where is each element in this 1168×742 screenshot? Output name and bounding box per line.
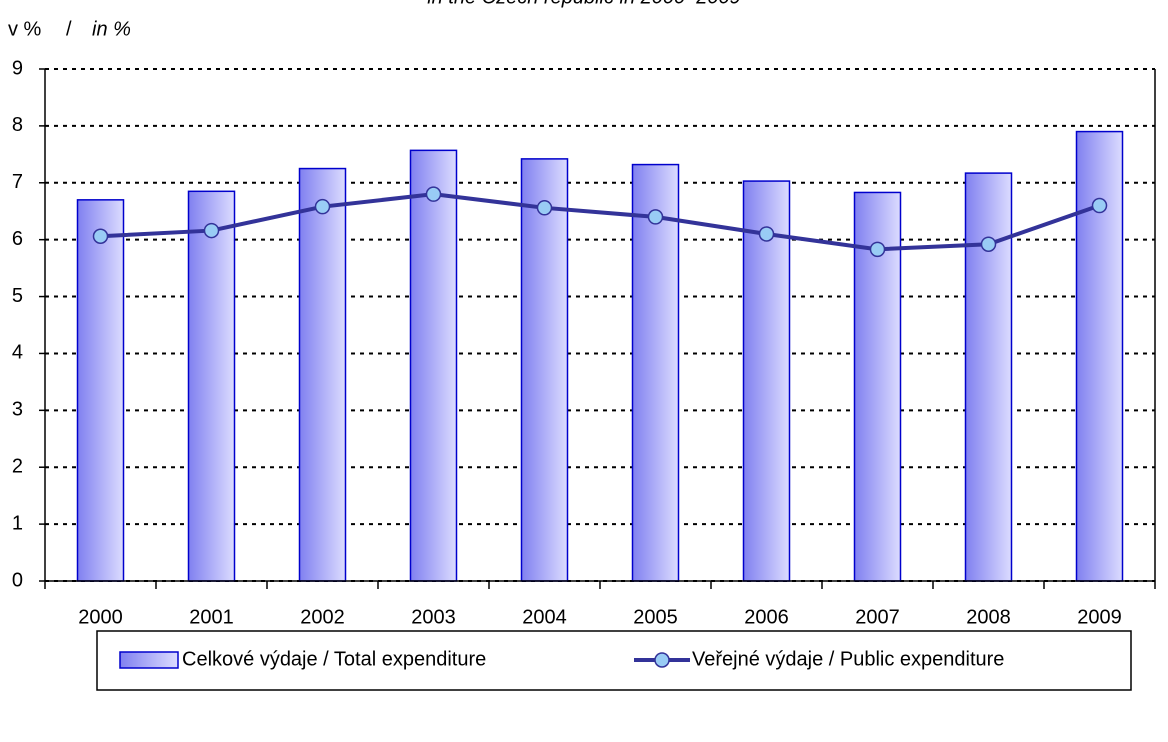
legend-label: Celkové výdaje / Total expenditure <box>182 648 486 670</box>
y-tick-label: 5 <box>12 285 23 307</box>
x-tick-label: 2001 <box>189 606 234 628</box>
marker <box>1091 197 1108 214</box>
x-tick-label: 2007 <box>855 606 900 628</box>
marker <box>536 200 553 216</box>
y-tick-label: 6 <box>12 228 23 250</box>
legend-label: Veřejné výdaje / Public expenditure <box>692 648 1004 670</box>
bar <box>964 172 1013 582</box>
y-tick-label: 9 <box>12 57 23 79</box>
x-tick-label: 2003 <box>411 606 456 628</box>
y-label: v % <box>8 18 42 40</box>
y-tick-label: 7 <box>12 171 23 193</box>
bar <box>742 180 791 582</box>
bar <box>298 167 347 582</box>
x-tick-label: 2005 <box>633 606 678 628</box>
marker <box>92 228 109 245</box>
line <box>100 192 1101 252</box>
legend-box <box>96 630 1132 691</box>
x-tick-label: 2002 <box>300 606 345 628</box>
legend-marker <box>654 652 670 668</box>
marker <box>869 241 886 258</box>
marker <box>758 226 775 242</box>
bar <box>853 191 902 582</box>
bar <box>409 149 458 582</box>
marker <box>203 222 220 239</box>
legend-swatch <box>119 651 179 669</box>
y-tick-label: 3 <box>12 399 23 421</box>
y-tick-label: 0 <box>12 569 23 591</box>
x-tick-label: 2009 <box>1077 606 1122 628</box>
y-tick-label: 4 <box>12 342 23 364</box>
marker <box>647 209 664 225</box>
bar <box>520 158 569 582</box>
bar <box>76 199 125 582</box>
chart-title: in the Czech republic in 2000–2009 <box>427 0 741 8</box>
y-label-en: in % <box>92 18 131 40</box>
x-tick-label: 2004 <box>522 606 567 628</box>
marker <box>980 236 997 252</box>
marker <box>425 186 442 202</box>
y-tick-label: 8 <box>12 114 23 136</box>
bar <box>1075 130 1124 582</box>
y-label-sep: / <box>66 18 72 40</box>
bar <box>631 163 680 582</box>
bar <box>187 190 236 582</box>
y-tick-label: 2 <box>12 456 23 478</box>
x-tick-label: 2000 <box>78 606 123 628</box>
marker <box>314 198 331 215</box>
x-tick-label: 2008 <box>966 606 1011 628</box>
y-tick-label: 1 <box>12 512 23 534</box>
x-tick-label: 2006 <box>744 606 789 628</box>
